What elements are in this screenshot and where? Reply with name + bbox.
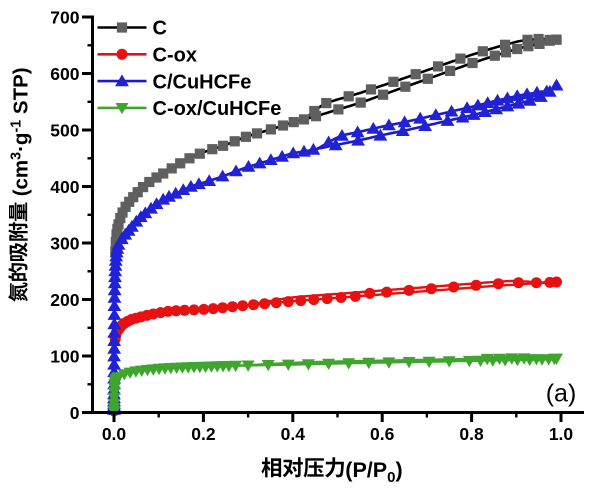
svg-text:0.2: 0.2	[191, 424, 216, 444]
svg-text:1.0: 1.0	[549, 424, 574, 444]
svg-text:600: 600	[50, 64, 79, 84]
svg-text:500: 500	[50, 120, 79, 140]
svg-text:400: 400	[50, 177, 79, 197]
svg-text:-1: -1	[8, 120, 24, 133]
svg-text:200: 200	[50, 290, 79, 310]
svg-text:700: 700	[50, 7, 79, 27]
svg-text:·g: ·g	[9, 133, 32, 152]
svg-text:300: 300	[50, 233, 79, 253]
svg-text:C-ox/CuHCFe: C-ox/CuHCFe	[153, 98, 282, 120]
svg-text:0: 0	[70, 403, 80, 423]
svg-text:C-ox: C-ox	[153, 45, 197, 67]
svg-text:STP): STP)	[9, 67, 32, 114]
svg-text:C: C	[153, 18, 167, 40]
svg-text:0.8: 0.8	[459, 424, 484, 444]
svg-text:3: 3	[8, 152, 24, 160]
svg-text:0.6: 0.6	[370, 424, 395, 444]
svg-text:0.4: 0.4	[281, 424, 306, 444]
svg-text:(a): (a)	[546, 380, 577, 408]
svg-text:): )	[396, 458, 403, 482]
svg-text:100: 100	[50, 346, 79, 366]
svg-text:(P/P: (P/P	[345, 458, 387, 482]
svg-text:C/CuHCFe: C/CuHCFe	[153, 71, 252, 93]
svg-text:0: 0	[387, 469, 395, 486]
svg-text:(cm: (cm	[9, 160, 32, 196]
svg-text:0.0: 0.0	[102, 424, 127, 444]
